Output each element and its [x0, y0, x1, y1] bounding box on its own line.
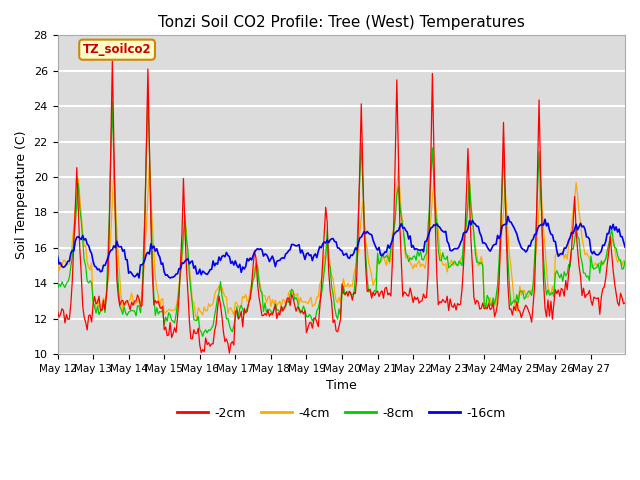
Text: TZ_soilco2: TZ_soilco2 [83, 43, 152, 56]
Legend: -2cm, -4cm, -8cm, -16cm: -2cm, -4cm, -8cm, -16cm [172, 402, 511, 425]
X-axis label: Time: Time [326, 379, 356, 392]
Y-axis label: Soil Temperature (C): Soil Temperature (C) [15, 131, 28, 259]
Title: Tonzi Soil CO2 Profile: Tree (West) Temperatures: Tonzi Soil CO2 Profile: Tree (West) Temp… [158, 15, 525, 30]
